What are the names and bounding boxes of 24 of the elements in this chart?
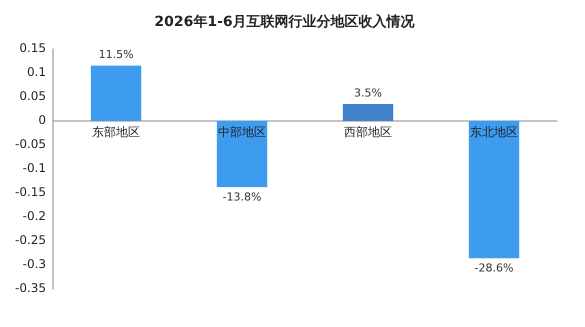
data-label: 3.5% [354,86,382,100]
x-tick-label: 西部地区 [344,124,392,139]
y-tick-label: 0.05 [19,88,46,103]
y-tick-label: -0.35 [14,281,46,296]
y-tick-label: -0.25 [14,233,46,248]
data-label: 11.5% [98,48,134,61]
chart-title: 2026年1-6月互联网行业分地区收入情况 [154,14,416,30]
y-tick-label: -0.15 [14,185,46,200]
y-tick-label: -0.05 [14,137,46,152]
x-tick-label: 东北地区 [470,124,518,139]
bar [90,66,142,121]
y-tick-label: -0.3 [22,257,46,272]
data-label: -13.8% [222,190,262,204]
x-tick-label: 中部地区 [218,124,266,139]
y-tick-label: 0.1 [26,64,46,79]
bar [468,120,520,258]
y-tick-label: -0.1 [22,161,46,176]
y-tick-label: 0 [38,112,46,127]
bar [342,104,394,121]
y-tick-label: 0.15 [19,40,46,55]
y-tick-label: -0.2 [22,209,46,224]
bar [216,120,268,188]
data-label: -28.6% [474,262,514,275]
x-tick-label: 东部地区 [92,124,140,139]
